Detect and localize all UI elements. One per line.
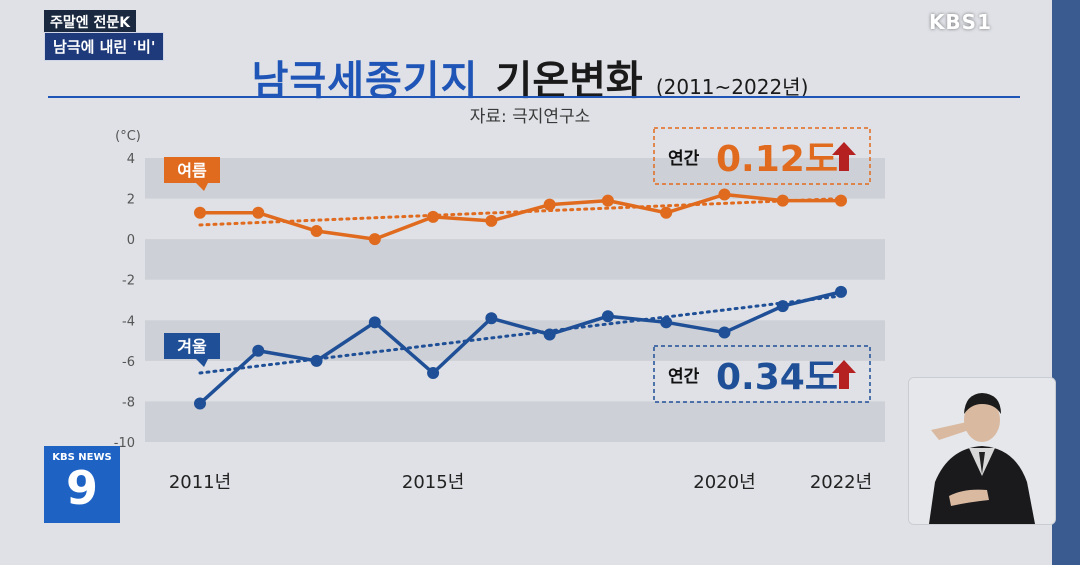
winter-data-point [194, 397, 206, 410]
summer-data-point [835, 194, 847, 207]
y-tick-label: -2 [122, 274, 135, 289]
winter-data-point [310, 354, 323, 367]
summer-data-point [252, 206, 265, 219]
winter-data-point [252, 344, 265, 357]
y-tick-label: 2 [127, 193, 135, 208]
summer-data-point [543, 198, 556, 211]
summer-data-point [310, 225, 323, 238]
winter-data-point [485, 312, 498, 325]
winter-data-point [543, 328, 556, 341]
winter-trend-value: 0.34도 [716, 357, 838, 398]
x-tick-label: 2011년 [169, 472, 231, 493]
program-tag: 주말엔 전문K [44, 10, 137, 34]
y-tick-label: -8 [122, 395, 135, 410]
grid-band [145, 158, 885, 199]
summer-data-point [660, 206, 673, 219]
x-tick-label: 2020년 [693, 472, 755, 493]
legend-winter-bg [164, 333, 220, 359]
winter-data-point [601, 310, 614, 323]
summer-data-point [194, 206, 206, 219]
summer-data-point [718, 188, 731, 201]
source-note: 자료: 극지연구소 [469, 107, 591, 127]
winter-trend-up-arrow-icon [832, 360, 856, 389]
news-logo-label: KBS NEWS [52, 452, 112, 463]
winter-trend-box [653, 345, 871, 403]
x-tick-label: 2022년 [810, 472, 872, 493]
y-axis-unit: (°C) [115, 129, 141, 144]
winter-data-point [718, 326, 731, 339]
x-tick-label: 2015년 [402, 472, 464, 493]
news-logo: KBS NEWS 9 [44, 446, 120, 523]
legend-summer-bg [164, 157, 220, 183]
winter-data-point [835, 285, 847, 298]
sign-language-interpreter [908, 377, 1056, 525]
summer-data-point [776, 194, 789, 207]
winter-data-point [660, 316, 673, 329]
news-logo-number: 9 [65, 461, 98, 515]
y-tick-label: 4 [127, 152, 135, 167]
summer-trend-prefix: 연간 [668, 149, 700, 169]
winter-data-point [776, 300, 789, 313]
winter-data-point [368, 316, 381, 329]
interpreter-figure [909, 378, 1055, 524]
y-tick-label: -4 [122, 314, 135, 329]
summer-data-point [601, 194, 614, 207]
segment-tag: 남극에 내린 '비' [44, 32, 165, 61]
summer-data-point [368, 233, 381, 246]
y-tick-label: -6 [122, 355, 135, 370]
y-tick-label: 0 [127, 233, 135, 248]
winter-data-point [427, 367, 440, 380]
summer-trend-value: 0.12도 [716, 139, 838, 180]
winter-series-line [198, 290, 842, 405]
summer-trend-up-arrow-icon [832, 142, 856, 171]
winter-trend-prefix: 연간 [668, 367, 700, 387]
summer-series-line [200, 192, 841, 241]
summer-data-point [485, 214, 498, 227]
legend-winter: 겨울 [177, 337, 207, 356]
title-divider [48, 96, 1020, 98]
legend-summer: 여름 [177, 161, 207, 180]
broadcaster-logo: KBS1 [928, 10, 992, 34]
summer-trend-box [653, 127, 871, 185]
title-years: (2011~2022년) [655, 75, 809, 99]
grid-band [145, 239, 885, 280]
legend-summer-pointer [196, 183, 208, 191]
right-frame-strip [1052, 0, 1080, 565]
grid-band [145, 401, 885, 442]
legend-winter-pointer [196, 359, 208, 367]
summer-data-point [427, 210, 440, 223]
